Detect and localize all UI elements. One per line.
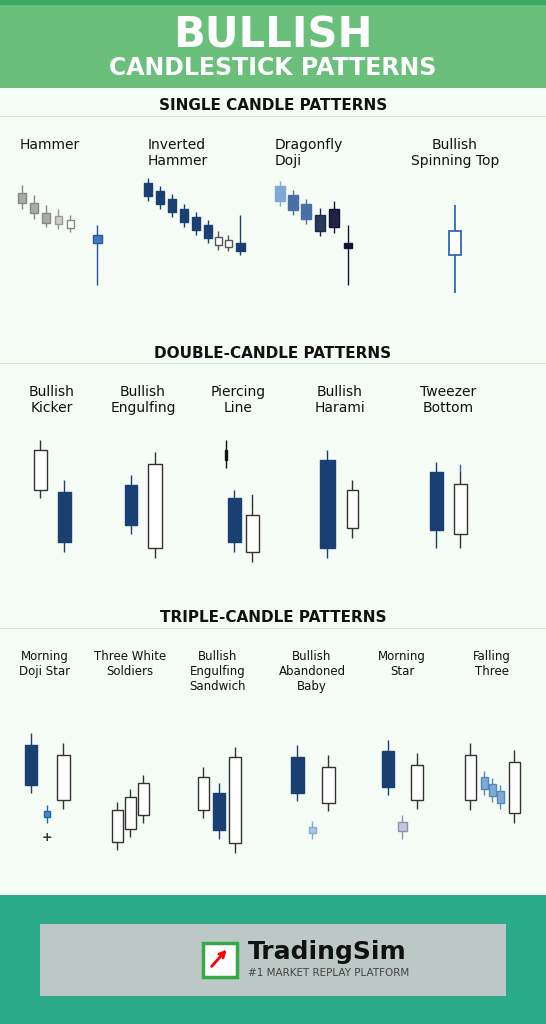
Bar: [168, 199, 176, 212]
Bar: [215, 237, 222, 245]
Bar: [144, 183, 152, 196]
Bar: [319, 460, 335, 548]
Bar: [125, 485, 137, 525]
Bar: [56, 755, 69, 800]
Text: Piercing
Line: Piercing Line: [210, 385, 265, 415]
Bar: [489, 784, 496, 796]
Text: Hammer: Hammer: [20, 138, 80, 152]
Bar: [290, 757, 304, 793]
Text: Bullish
Engulfing: Bullish Engulfing: [110, 385, 176, 415]
Bar: [224, 240, 232, 247]
Bar: [225, 450, 227, 460]
Bar: [67, 220, 74, 228]
Text: BULLISH: BULLISH: [173, 14, 373, 56]
Bar: [508, 762, 519, 813]
Bar: [213, 793, 225, 830]
Bar: [204, 225, 212, 238]
Bar: [347, 490, 358, 528]
Bar: [0, 88, 546, 335]
Text: #1 MARKET REPLAY PLATFORM: #1 MARKET REPLAY PLATFORM: [248, 969, 410, 979]
Text: Falling
Three: Falling Three: [473, 650, 511, 678]
Bar: [203, 942, 237, 977]
Bar: [329, 209, 339, 227]
Bar: [397, 822, 407, 831]
Bar: [0, 0, 546, 5]
Text: Bullish
Kicker: Bullish Kicker: [29, 385, 75, 415]
Bar: [430, 472, 442, 530]
Bar: [0, 335, 546, 600]
Bar: [111, 810, 122, 842]
Bar: [198, 777, 209, 810]
Bar: [148, 464, 162, 548]
Bar: [156, 191, 164, 204]
Bar: [344, 243, 352, 248]
Bar: [124, 797, 135, 829]
Bar: [449, 231, 461, 255]
Text: +: +: [41, 831, 52, 844]
Bar: [288, 195, 298, 210]
Bar: [0, 0, 546, 88]
Text: Tweezer
Bottom: Tweezer Bottom: [420, 385, 476, 415]
Bar: [275, 186, 285, 201]
Text: DOUBLE-CANDLE PATTERNS: DOUBLE-CANDLE PATTERNS: [155, 345, 391, 360]
Bar: [30, 203, 38, 213]
Bar: [0, 895, 546, 1024]
Bar: [411, 765, 423, 800]
Bar: [228, 498, 240, 542]
Bar: [44, 811, 50, 817]
Bar: [322, 767, 335, 803]
Text: TradingSim: TradingSim: [248, 939, 407, 964]
Text: Inverted
Hammer: Inverted Hammer: [148, 138, 208, 168]
Text: TRIPLE-CANDLE PATTERNS: TRIPLE-CANDLE PATTERNS: [160, 610, 386, 626]
Text: CANDLESTICK PATTERNS: CANDLESTICK PATTERNS: [109, 56, 437, 80]
Bar: [92, 234, 102, 243]
Bar: [40, 924, 506, 995]
Bar: [42, 213, 50, 223]
Text: Morning
Star: Morning Star: [378, 650, 426, 678]
Bar: [454, 484, 466, 534]
Bar: [180, 209, 188, 222]
Bar: [496, 791, 503, 803]
Bar: [235, 243, 245, 251]
Bar: [246, 515, 258, 552]
Text: Bullish
Engulfing
Sandwich: Bullish Engulfing Sandwich: [190, 650, 246, 693]
Bar: [480, 777, 488, 790]
Bar: [301, 204, 311, 219]
Bar: [18, 193, 26, 203]
Bar: [55, 216, 62, 224]
Bar: [33, 450, 46, 490]
Text: Dragonfly
Doji: Dragonfly Doji: [275, 138, 343, 168]
Bar: [25, 745, 37, 785]
Text: Morning
Doji Star: Morning Doji Star: [20, 650, 70, 678]
Bar: [315, 215, 325, 231]
Bar: [138, 783, 149, 815]
Bar: [57, 492, 70, 542]
Bar: [308, 827, 316, 833]
Bar: [229, 757, 241, 843]
Bar: [0, 600, 546, 895]
Text: Bullish
Spinning Top: Bullish Spinning Top: [411, 138, 499, 168]
Bar: [192, 217, 200, 230]
Text: Three White
Soldiers: Three White Soldiers: [94, 650, 166, 678]
Bar: [465, 755, 476, 800]
Text: Bullish
Abandoned
Baby: Bullish Abandoned Baby: [278, 650, 346, 693]
Bar: [382, 751, 394, 787]
Text: SINGLE CANDLE PATTERNS: SINGLE CANDLE PATTERNS: [159, 98, 387, 114]
Text: Bullish
Harami: Bullish Harami: [314, 385, 365, 415]
